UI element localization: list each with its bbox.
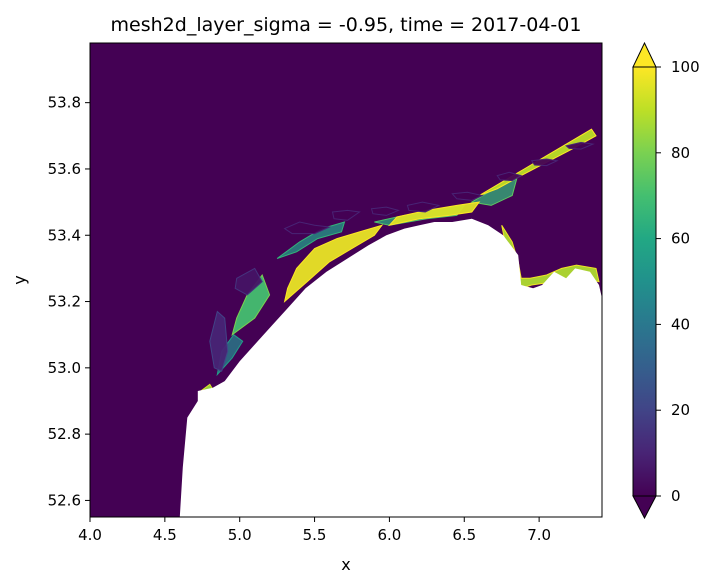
y-tick-label: 52.8 <box>48 425 81 443</box>
colorbar-extend-max <box>632 41 657 68</box>
feature-layer <box>200 128 600 400</box>
island-feature <box>370 206 400 216</box>
x-tick-label: 5.5 <box>303 526 327 544</box>
island-feature <box>283 221 332 235</box>
plot-area <box>90 43 622 517</box>
land-mask <box>179 218 602 517</box>
chart-title: mesh2d_layer_sigma = -0.95, time = 2017-… <box>111 14 582 36</box>
tidal-flat-feature <box>231 273 271 336</box>
y-tick-label: 53.6 <box>48 160 81 178</box>
y-tick-label: 53.8 <box>48 94 81 112</box>
x-tick-label: 6.0 <box>377 526 401 544</box>
x-tick-label: 7.0 <box>527 526 551 544</box>
tidal-flat-feature <box>283 224 384 303</box>
y-tick-label: 53.0 <box>48 359 81 377</box>
colorbar-frame <box>632 66 657 497</box>
channel-feature <box>276 221 346 259</box>
plot-frame <box>89 42 603 518</box>
x-tick-label: 4.5 <box>153 526 177 544</box>
colorbar-tick-label: 20 <box>671 401 690 419</box>
y-tick-label: 53.2 <box>48 293 81 311</box>
colorbar-gradient <box>633 67 656 496</box>
island-feature <box>451 191 484 201</box>
colorbar-tick-label: 60 <box>671 230 690 248</box>
y-axis: 52.6 52.8 53.0 53.2 53.4 53.6 53.8 <box>48 94 90 509</box>
y-axis-label: y <box>10 275 29 284</box>
domain-edge-mask <box>602 43 622 517</box>
island-feature <box>406 201 441 213</box>
x-tick-label: 6.5 <box>452 526 476 544</box>
colorbar-tick-label: 0 <box>671 487 681 505</box>
colorbar-tick-label: 40 <box>671 315 690 333</box>
island-feature <box>209 310 229 372</box>
colorbar-tick-label: 80 <box>671 144 690 162</box>
tidal-flat-feature <box>387 201 481 227</box>
x-axis: 4.0 4.5 5.0 5.5 6.0 6.5 7.0 <box>78 517 551 544</box>
colorbar-extend-min <box>632 495 657 520</box>
x-axis-label: x <box>341 555 350 574</box>
island-feature <box>496 171 523 182</box>
x-tick-label: 5.0 <box>228 526 252 544</box>
island-feature <box>565 141 595 150</box>
island-feature <box>530 158 559 167</box>
x-tick-label: 4.0 <box>78 526 102 544</box>
colorbar-ticks: 0 20 40 60 80 100 <box>656 58 700 505</box>
y-tick-label: 52.6 <box>48 491 81 509</box>
y-tick-label: 53.4 <box>48 226 81 244</box>
colorbar: 0 20 40 60 80 100 <box>632 41 700 520</box>
colorbar-tick-label: 100 <box>671 58 700 76</box>
island-feature <box>331 209 361 221</box>
island-feature <box>234 267 263 296</box>
